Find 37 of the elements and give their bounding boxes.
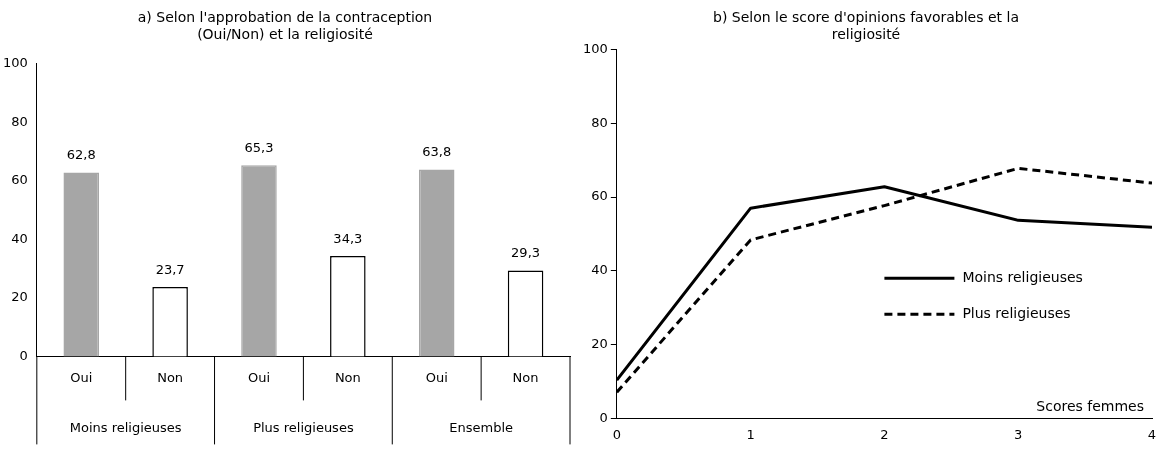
y-tick-label: 80 — [591, 114, 608, 130]
chart-title: b) Selon le score d'opinions favorables et la religiosité — [713, 9, 1019, 42]
x-tick-label: 1 — [746, 426, 755, 442]
text: Plus religieuses — [253, 419, 354, 435]
text: Moins religieuses — [69, 419, 182, 435]
x-tick-label: 0 — [612, 426, 621, 442]
data-label: 62,8 — [66, 147, 96, 163]
y-tick-label: 20 — [591, 336, 608, 352]
x-tick-label: Non — [334, 369, 361, 385]
data-label: 29,3 — [511, 245, 541, 261]
y-tick-label: 0 — [599, 409, 608, 425]
x-tick-label: Oui — [247, 369, 271, 385]
x-tick-label: Oui — [70, 369, 93, 385]
data-label: 23,7 — [155, 261, 185, 277]
data-label: 34,3 — [333, 230, 363, 246]
y-tick-label: 100 — [2, 54, 28, 70]
y-tick-label: 20 — [11, 289, 28, 305]
data-label: 65,3 — [244, 140, 274, 156]
legend-label: Moins religieuses — [962, 268, 1083, 285]
y-tick-label: 60 — [11, 172, 28, 188]
text: Ensemble — [449, 419, 514, 435]
y-tick-label: 0 — [19, 347, 28, 363]
y-tick-label: 40 — [591, 262, 608, 278]
y-tick-label: 80 — [11, 113, 28, 129]
x-tick-label: 4 — [1147, 426, 1157, 442]
x-tick-label: Oui — [425, 369, 448, 385]
chart-title: a) Selon l'approbation de la contraception (Oui/Non) et la religiosité — [137, 9, 433, 42]
x-tick-label: Non — [512, 369, 539, 385]
y-tick-label: 60 — [591, 188, 608, 204]
legend-label: Plus religieuses — [962, 304, 1071, 321]
x-tick-label: Non — [157, 369, 184, 385]
x-tick-label: 2 — [880, 426, 889, 442]
x-tick-label: 3 — [1014, 426, 1023, 442]
y-tick-label: 40 — [11, 230, 28, 246]
x-axis-title: Scores femmes — [1036, 398, 1144, 415]
data-label: 63,8 — [422, 144, 452, 160]
y-tick-label: 100 — [582, 40, 608, 56]
